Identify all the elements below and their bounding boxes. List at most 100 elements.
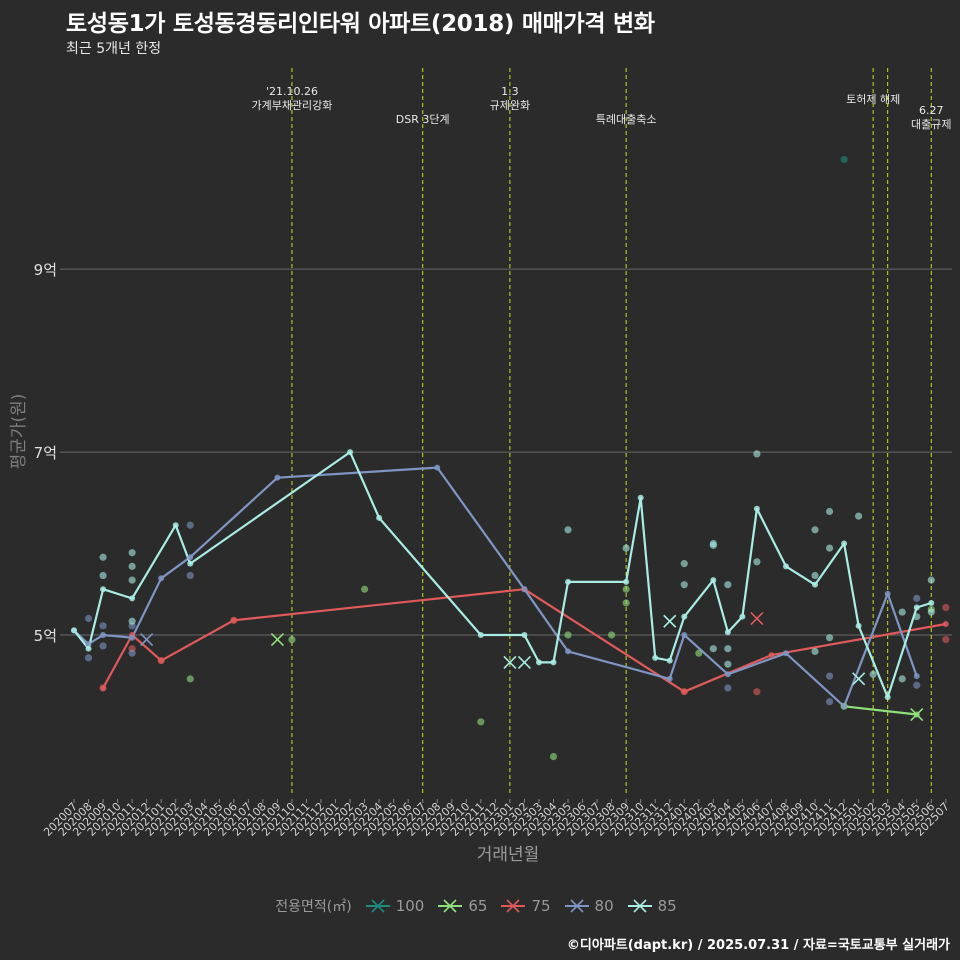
data-point-85: [753, 558, 761, 566]
data-point-85: [99, 553, 107, 561]
event-label-line: '21.10.26: [266, 85, 318, 98]
data-point-85: [680, 560, 688, 568]
legend-label-100: 100: [395, 897, 425, 915]
line-vertex-75: [942, 620, 949, 627]
line-vertex-85: [666, 657, 673, 664]
cross-marker-85: [663, 614, 677, 628]
cross-marker-65: [910, 707, 924, 722]
event-label: 토허제 해제: [846, 92, 900, 106]
line-vertex-80: [129, 634, 136, 641]
data-point-75: [753, 688, 761, 696]
legend-key-75: [501, 899, 526, 913]
line-vertex-85: [172, 522, 179, 529]
line-vertex-80: [158, 575, 165, 582]
cross-marker-85: [517, 655, 531, 669]
line-vertex-80: [724, 671, 731, 678]
line-vertex-85: [739, 613, 746, 620]
legend-item-85: 85: [626, 896, 681, 916]
data-point-80: [128, 649, 136, 657]
line-vertex-80: [913, 673, 920, 680]
legend-item-100: 100: [364, 896, 429, 916]
data-point-80: [825, 698, 834, 706]
data-point-65: [186, 675, 194, 683]
series-line-80: [73, 466, 918, 708]
data-point-85: [753, 450, 761, 458]
data-point-85: [927, 576, 935, 584]
line-vertex-85: [100, 586, 107, 593]
line-vertex-85: [71, 627, 77, 634]
point-layer: [71, 155, 950, 761]
legend-label-75: 75: [531, 897, 551, 915]
event-label-line: 1.3: [501, 85, 519, 98]
data-point-75: [99, 684, 107, 692]
data-point-85: [622, 544, 630, 552]
cross-stroke: [270, 632, 284, 647]
data-point-85: [898, 608, 906, 616]
event-label-line: 6.27: [919, 104, 944, 117]
cross-stroke: [663, 614, 677, 628]
data-point-65: [477, 718, 485, 726]
data-point-85: [825, 544, 834, 552]
line-vertex-85: [812, 581, 819, 588]
data-point-85: [99, 571, 107, 580]
event-label-line: 특례대출축소: [596, 113, 657, 126]
line-vertex-85: [565, 578, 572, 585]
data-point-85: [825, 634, 834, 642]
line-vertex-80: [85, 641, 92, 648]
legend-label-65: 65: [468, 897, 488, 915]
data-point-75: [230, 616, 238, 624]
data-point-75: [680, 688, 688, 696]
line-vertex-75: [768, 652, 775, 659]
legend-key-stroke: [443, 899, 457, 913]
event-label: '21.10.26 가계부채관리강화: [251, 85, 332, 112]
line-vertex-80: [782, 650, 789, 657]
event-label: 6.27 대출규제: [911, 104, 951, 131]
legend-key-65: [438, 899, 463, 913]
data-point-85: [564, 526, 572, 534]
data-point-65: [361, 585, 369, 593]
data-point-85: [825, 507, 834, 516]
cross-marker-65: [270, 632, 284, 647]
event-label-line: DSR 3단계: [396, 113, 450, 126]
data-point-75: [942, 603, 950, 612]
series-line-75: [102, 588, 946, 693]
y-tick-label: 5억: [34, 627, 57, 645]
data-point-80: [99, 622, 107, 630]
line-vertex-80: [521, 586, 528, 593]
line-vertex-85: [724, 629, 731, 636]
legend-key-stroke: [371, 899, 385, 913]
legend-item-65: 65: [436, 896, 491, 916]
legend: 전용면적(㎡) 100 65 75 80 85: [0, 896, 960, 916]
data-point-75: [157, 656, 165, 665]
line-vertex-85: [477, 631, 484, 638]
y-axis-title: 평균가(원): [9, 394, 29, 470]
data-point-85: [680, 581, 688, 589]
line-vertex-85: [782, 563, 789, 570]
legend-label-80: 80: [594, 897, 614, 915]
y-tick-label: 7억: [34, 444, 57, 462]
data-point-85: [128, 549, 136, 557]
event-label-line: 대출규제: [911, 118, 951, 131]
line-vertex-80: [841, 703, 848, 710]
line-vertex-85: [928, 599, 935, 606]
data-point-85: [709, 541, 717, 549]
y-tick-label: 9억: [34, 261, 57, 279]
data-point-80: [84, 614, 93, 623]
chart-title: 토성동1가 토성동경동리인타워 아파트(2018) 매매가격 변화: [66, 11, 655, 37]
line-vertex-85: [521, 631, 528, 638]
data-point-85: [724, 645, 732, 653]
data-point-65: [549, 752, 558, 761]
data-point-85: [927, 608, 935, 616]
event-label-line: 규제완화: [490, 99, 530, 112]
cross-marker-80: [140, 632, 154, 647]
line-vertex-85: [550, 659, 557, 666]
data-point-85: [811, 571, 819, 580]
line-vertex-80: [681, 631, 688, 638]
series-line-85: [73, 451, 932, 699]
data-point-80: [825, 672, 834, 680]
cross-stroke: [910, 707, 924, 722]
line-vertex-85: [681, 613, 688, 620]
chart-subtitle: 최근 5개년 한정: [66, 41, 162, 57]
cross-marker-85: [852, 672, 866, 686]
series-line-65: [843, 705, 917, 716]
